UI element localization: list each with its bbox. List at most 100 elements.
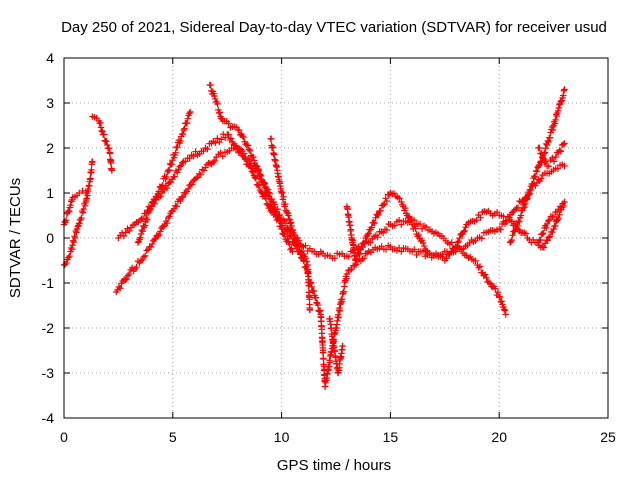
data-point <box>251 174 259 181</box>
grid <box>64 58 608 418</box>
data-point <box>265 195 273 203</box>
data-point <box>289 248 296 255</box>
data-point <box>492 285 499 292</box>
data-point <box>328 325 335 332</box>
data-point <box>522 200 529 208</box>
data-point <box>264 192 272 199</box>
data-point <box>160 223 167 230</box>
data-point <box>320 349 327 357</box>
data-point <box>407 216 415 223</box>
data-point <box>514 222 521 230</box>
data-point <box>555 104 562 112</box>
data-point <box>126 227 133 235</box>
data-point <box>192 148 199 155</box>
series-sat-l <box>535 140 568 170</box>
data-point <box>166 213 173 220</box>
series-sat-g <box>206 81 296 255</box>
data-point <box>240 133 247 141</box>
data-point <box>353 256 360 263</box>
data-point <box>519 197 526 205</box>
ticks: 0 5 10 15 20 25 -4 -3 -2 -1 0 1 2 3 4 <box>42 50 616 445</box>
data-point <box>219 153 227 160</box>
data-point <box>264 189 271 196</box>
data-point <box>375 211 382 218</box>
x-tick-label: 25 <box>600 429 616 445</box>
data-point <box>147 203 155 210</box>
data-point <box>98 127 105 135</box>
data-point <box>551 120 559 127</box>
data-point <box>368 224 375 231</box>
data-point <box>176 163 184 170</box>
data-point <box>279 189 286 196</box>
data-point <box>502 217 509 224</box>
data-point <box>544 220 551 228</box>
data-point <box>519 205 527 212</box>
data-point <box>356 250 363 258</box>
data-point <box>523 196 530 203</box>
data-point <box>460 228 467 236</box>
data-point <box>108 167 116 174</box>
data-point <box>207 81 214 89</box>
data-point <box>225 131 232 138</box>
x-tick-label: 15 <box>383 429 399 445</box>
data-point <box>330 338 337 345</box>
data-point <box>508 236 515 244</box>
data-point <box>278 225 285 233</box>
data-point <box>339 342 346 350</box>
data-point <box>554 165 562 173</box>
data-point <box>541 149 549 156</box>
data-point <box>348 266 355 273</box>
x-tick-label: 10 <box>274 429 290 445</box>
data-point <box>154 232 162 240</box>
data-point <box>326 359 334 366</box>
data-point <box>177 197 184 205</box>
data-point <box>186 110 193 117</box>
data-point <box>472 257 479 265</box>
data-point <box>379 229 387 237</box>
series-sat-f <box>134 108 194 246</box>
data-point <box>561 86 568 93</box>
data-point <box>524 195 531 202</box>
data-point <box>81 202 89 209</box>
data-point <box>74 223 81 230</box>
data-point <box>560 92 567 99</box>
data-point <box>73 229 80 236</box>
data-point <box>163 219 171 227</box>
data-point <box>310 287 318 295</box>
data-point <box>549 154 556 162</box>
data-point <box>167 178 175 186</box>
series-sat-m <box>535 203 564 246</box>
data-point <box>556 101 563 109</box>
data-point <box>163 184 171 192</box>
data-point <box>79 187 86 195</box>
data-point <box>343 270 351 278</box>
data-point <box>360 254 368 262</box>
data-point <box>531 173 539 181</box>
data-point <box>542 145 549 152</box>
data-point <box>535 176 542 183</box>
data-point <box>533 168 541 175</box>
data-point <box>365 230 372 237</box>
data-point <box>179 159 186 166</box>
data-point <box>174 143 181 151</box>
data-point <box>545 138 552 146</box>
data-point <box>382 195 389 202</box>
data-point <box>538 150 545 157</box>
data-point <box>346 222 354 229</box>
data-point <box>367 239 374 246</box>
data-point <box>116 285 124 292</box>
data-point <box>183 119 191 127</box>
data-point <box>290 229 297 237</box>
data-point <box>511 227 519 234</box>
data-point <box>89 158 96 165</box>
data-point <box>561 162 568 170</box>
data-point <box>553 112 560 120</box>
data-point <box>66 252 73 260</box>
data-point <box>267 135 275 142</box>
data-point <box>398 221 405 228</box>
data-point <box>302 255 309 262</box>
data-point <box>157 228 164 235</box>
data-point <box>275 217 283 224</box>
data-point <box>398 198 405 206</box>
